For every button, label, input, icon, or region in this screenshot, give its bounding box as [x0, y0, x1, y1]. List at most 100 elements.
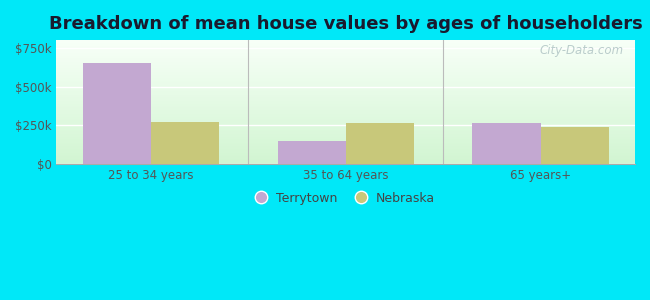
Bar — [57, 90, 635, 91]
Bar — [57, 100, 635, 101]
Bar — [57, 117, 635, 118]
Bar — [57, 120, 635, 121]
Bar — [57, 56, 635, 57]
Bar — [57, 53, 635, 54]
Bar — [57, 129, 635, 130]
Bar — [57, 136, 635, 137]
Bar — [57, 163, 635, 164]
Bar — [57, 83, 635, 84]
Bar — [57, 158, 635, 159]
Bar — [57, 67, 635, 68]
Bar — [57, 51, 635, 52]
Bar — [57, 144, 635, 145]
Bar — [57, 68, 635, 69]
Bar — [57, 132, 635, 133]
Bar — [57, 88, 635, 89]
Bar — [57, 78, 635, 79]
Bar — [57, 64, 635, 65]
Bar — [57, 122, 635, 123]
Bar — [57, 102, 635, 103]
Bar — [57, 95, 635, 96]
Bar — [57, 49, 635, 50]
Bar — [473, 123, 541, 164]
Bar — [57, 40, 635, 41]
Bar — [57, 77, 635, 78]
Bar — [57, 72, 635, 73]
Bar — [57, 84, 635, 85]
Bar — [57, 141, 635, 142]
Bar — [57, 73, 635, 74]
Bar — [57, 112, 635, 113]
Bar — [57, 130, 635, 131]
Bar — [57, 82, 635, 83]
Bar — [57, 85, 635, 86]
Bar — [57, 101, 635, 102]
Bar — [57, 159, 635, 160]
Bar — [57, 143, 635, 144]
Bar — [57, 105, 635, 106]
Bar — [57, 110, 635, 111]
Bar — [57, 148, 635, 149]
Bar — [57, 131, 635, 132]
Bar — [57, 80, 635, 81]
Text: City-Data.com: City-Data.com — [540, 44, 623, 57]
Bar — [57, 138, 635, 139]
Bar — [57, 42, 635, 43]
Bar — [57, 142, 635, 143]
Bar — [57, 147, 635, 148]
Bar — [57, 65, 635, 66]
Bar — [57, 106, 635, 107]
Bar — [278, 141, 346, 164]
Bar — [57, 145, 635, 146]
Bar — [57, 57, 635, 58]
Bar — [57, 89, 635, 90]
Bar — [57, 60, 635, 61]
Bar — [57, 97, 635, 98]
Bar — [57, 58, 635, 59]
Bar — [57, 87, 635, 88]
Bar — [57, 127, 635, 128]
Bar — [57, 96, 635, 97]
Bar — [57, 47, 635, 48]
Bar — [541, 127, 608, 164]
Bar — [57, 41, 635, 42]
Bar — [57, 119, 635, 120]
Bar — [57, 86, 635, 87]
Bar — [57, 111, 635, 112]
Bar — [83, 63, 151, 164]
Bar — [57, 45, 635, 46]
Bar — [57, 154, 635, 155]
Bar — [57, 125, 635, 126]
Bar — [57, 94, 635, 95]
Bar — [57, 76, 635, 77]
Legend: Terrytown, Nebraska: Terrytown, Nebraska — [251, 187, 440, 210]
Title: Breakdown of mean house values by ages of householders: Breakdown of mean house values by ages o… — [49, 15, 643, 33]
Bar — [57, 75, 635, 76]
Bar — [57, 149, 635, 150]
Bar — [57, 126, 635, 127]
Bar — [57, 162, 635, 163]
Bar — [57, 93, 635, 94]
Bar — [57, 61, 635, 62]
Bar — [57, 153, 635, 154]
Bar — [57, 46, 635, 47]
Bar — [57, 62, 635, 63]
Bar — [57, 152, 635, 153]
Bar — [57, 99, 635, 100]
Bar — [57, 71, 635, 72]
Bar — [57, 155, 635, 156]
Bar — [57, 92, 635, 93]
Bar — [57, 133, 635, 134]
Bar — [57, 104, 635, 105]
Bar — [57, 115, 635, 116]
Bar — [57, 157, 635, 158]
Bar — [57, 140, 635, 141]
Bar — [57, 139, 635, 140]
Bar — [57, 116, 635, 117]
Bar — [57, 50, 635, 51]
Bar — [57, 156, 635, 157]
Bar — [57, 103, 635, 104]
Bar — [57, 44, 635, 45]
Bar — [57, 128, 635, 129]
Bar — [57, 161, 635, 162]
